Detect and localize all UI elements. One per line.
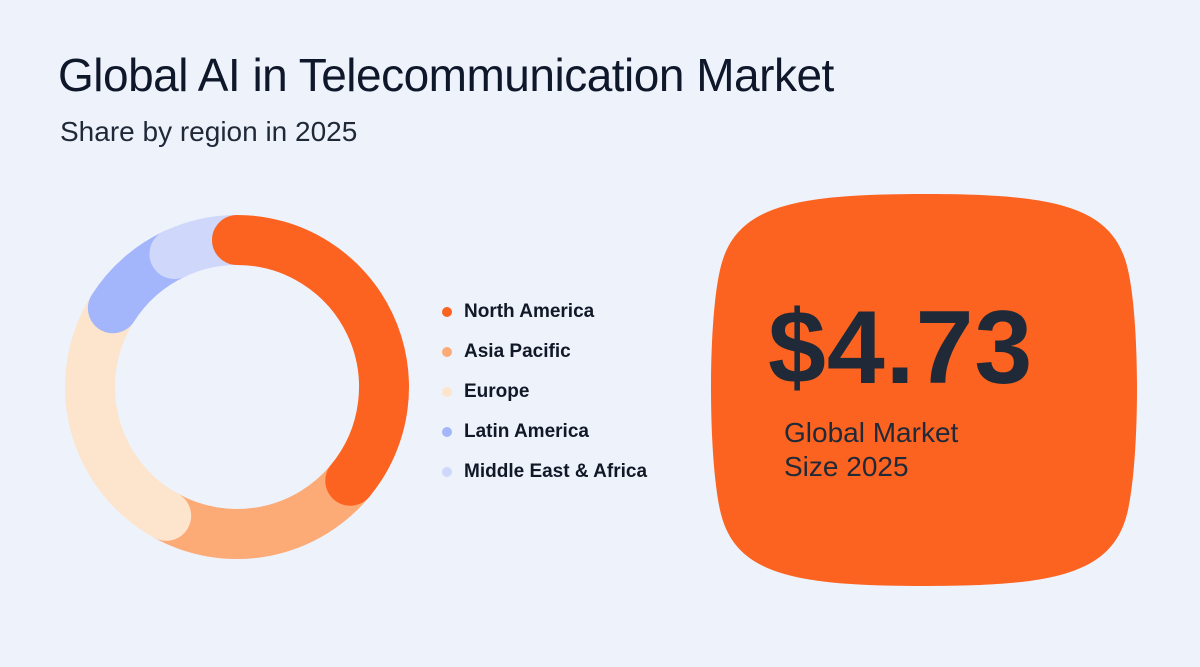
- donut-slice-north-america: [212, 215, 409, 506]
- legend-item-europe: Europe: [442, 372, 647, 412]
- legend-swatch: [442, 347, 452, 357]
- market-size-value: $4.73: [768, 290, 1034, 406]
- market-size-label-line2: Size 2025: [784, 451, 909, 482]
- page-subtitle: Share by region in 2025: [60, 116, 358, 147]
- donut-slice-europe: [65, 283, 192, 541]
- legend-swatch: [442, 307, 452, 317]
- market-size-label-line1: Global Market: [784, 417, 959, 448]
- page-title: Global AI in Telecommunication Market: [58, 49, 834, 101]
- legend-swatch: [442, 467, 452, 477]
- legend-label: Europe: [464, 381, 530, 402]
- legend-label: North America: [464, 301, 595, 322]
- donut-slice-asia-pacific: [141, 455, 376, 559]
- legend-item-middle-east-and-africa: Middle East & Africa: [442, 452, 647, 492]
- chart-legend: North America Asia Pacific Europe Latin Ame…: [442, 292, 647, 492]
- legend-label: Latin America: [464, 421, 589, 442]
- legend-item-north-america: North America: [442, 292, 647, 332]
- donut-chart: [62, 212, 412, 562]
- legend-swatch: [442, 387, 452, 397]
- legend-item-latin-america: Latin America: [442, 412, 647, 452]
- market-size-card: $4.73 Global Market Size 2025: [706, 192, 1142, 588]
- market-size-label: Global Market Size 2025: [784, 416, 1044, 484]
- donut-chart-svg: [65, 215, 409, 559]
- legend-label: Middle East & Africa: [464, 461, 648, 482]
- legend-item-asia-pacific: Asia Pacific: [442, 332, 647, 372]
- market-size-blob: [711, 194, 1137, 586]
- legend-swatch: [442, 427, 452, 437]
- legend-label: Asia Pacific: [464, 341, 571, 362]
